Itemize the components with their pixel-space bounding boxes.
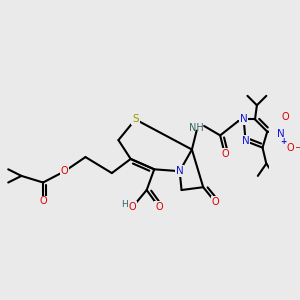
Text: N: N <box>240 114 248 124</box>
Text: O: O <box>61 166 69 176</box>
Text: O: O <box>39 196 47 206</box>
Text: NH: NH <box>189 123 204 133</box>
Text: O: O <box>212 197 219 207</box>
Text: N: N <box>277 128 284 139</box>
Text: H: H <box>121 200 128 209</box>
Text: N: N <box>176 166 184 176</box>
Text: +: + <box>280 136 286 146</box>
Text: O: O <box>221 149 229 159</box>
Text: S: S <box>132 114 139 124</box>
Text: O: O <box>281 112 289 122</box>
Text: O: O <box>155 202 163 212</box>
Text: −: − <box>295 142 300 153</box>
Text: O: O <box>287 142 295 153</box>
Text: O: O <box>129 202 136 212</box>
Text: N: N <box>242 136 250 146</box>
